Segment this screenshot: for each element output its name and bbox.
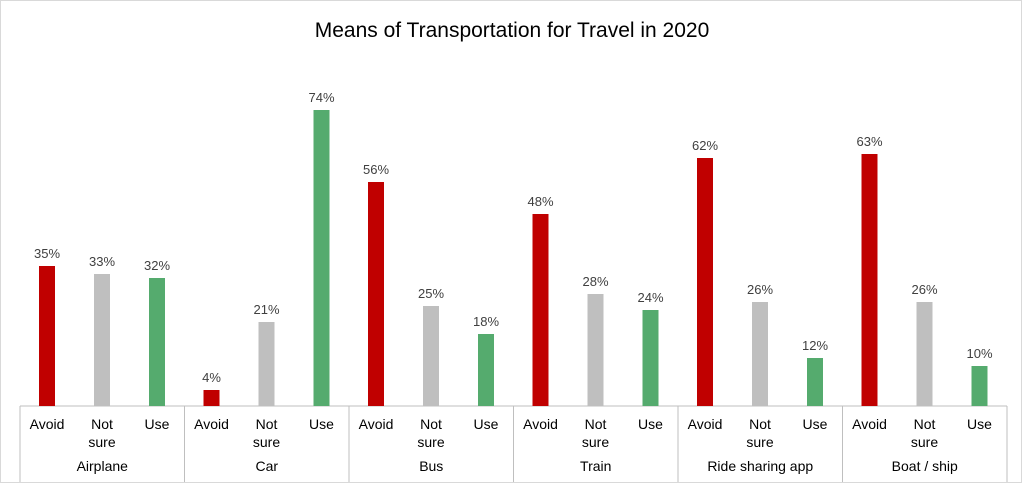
bar	[807, 358, 823, 406]
x-tick-label: Use	[803, 416, 828, 432]
x-tick-label: sure	[582, 434, 609, 450]
x-tick-label: Not	[585, 416, 607, 432]
data-label: 24%	[637, 290, 663, 305]
x-tick-label: Use	[309, 416, 334, 432]
bar	[149, 278, 165, 406]
data-label: 25%	[418, 286, 444, 301]
data-label: 62%	[692, 138, 718, 153]
bar	[861, 154, 878, 406]
x-tick-label: Not	[420, 416, 442, 432]
data-label: 63%	[856, 134, 882, 149]
x-tick-label: Use	[145, 416, 170, 432]
x-tick-label: Avoid	[688, 416, 723, 432]
x-tick-label: Avoid	[852, 416, 887, 432]
bar	[203, 390, 220, 406]
bar	[532, 214, 549, 406]
group-label: Train	[580, 458, 611, 474]
x-tick-label: Use	[967, 416, 992, 432]
x-tick-label: sure	[911, 434, 938, 450]
x-tick-label: Avoid	[30, 416, 65, 432]
x-tick-label: sure	[88, 434, 115, 450]
group-label: Bus	[419, 458, 443, 474]
bar	[752, 302, 768, 406]
data-label: 35%	[34, 246, 60, 261]
bar	[368, 182, 384, 406]
x-tick-label: sure	[253, 434, 280, 450]
bar	[258, 322, 275, 406]
bar	[916, 302, 933, 406]
bar	[971, 366, 988, 406]
bar	[313, 110, 330, 406]
x-tick-label: Use	[638, 416, 663, 432]
data-label: 18%	[473, 314, 499, 329]
bar	[587, 294, 604, 406]
group-label: Car	[255, 458, 278, 474]
data-label: 26%	[911, 282, 937, 297]
bar	[697, 158, 713, 406]
x-tick-label: Not	[914, 416, 936, 432]
bar	[642, 310, 659, 406]
bar	[39, 266, 55, 406]
data-label: 33%	[89, 254, 115, 269]
bar	[478, 334, 494, 406]
x-tick-label: Not	[256, 416, 278, 432]
data-label: 26%	[747, 282, 773, 297]
bar	[423, 306, 439, 406]
x-tick-label: sure	[746, 434, 773, 450]
data-label: 48%	[527, 194, 553, 209]
x-tick-label: Use	[474, 416, 499, 432]
data-label: 56%	[363, 162, 389, 177]
x-tick-label: sure	[417, 434, 444, 450]
x-tick-label: Avoid	[523, 416, 558, 432]
x-tick-label: Avoid	[194, 416, 229, 432]
bar	[94, 274, 110, 406]
data-label: 74%	[308, 90, 334, 105]
x-tick-label: Not	[91, 416, 113, 432]
data-label: 32%	[144, 258, 170, 273]
data-label: 10%	[966, 346, 992, 361]
data-label: 4%	[202, 370, 221, 385]
x-tick-label: Avoid	[359, 416, 394, 432]
group-label: Boat / ship	[892, 458, 958, 474]
data-label: 21%	[253, 302, 279, 317]
x-tick-label: Not	[749, 416, 771, 432]
data-label: 12%	[802, 338, 828, 353]
chart-title: Means of Transportation for Travel in 20…	[315, 19, 710, 42]
group-label: Ride sharing app	[707, 458, 813, 474]
plot-area: 35% Avoid 33% Not sure 32% Use Airplane 4% Avoid 2…	[19, 90, 1008, 482]
data-label: 28%	[582, 274, 608, 289]
group-label: Airplane	[77, 458, 129, 474]
